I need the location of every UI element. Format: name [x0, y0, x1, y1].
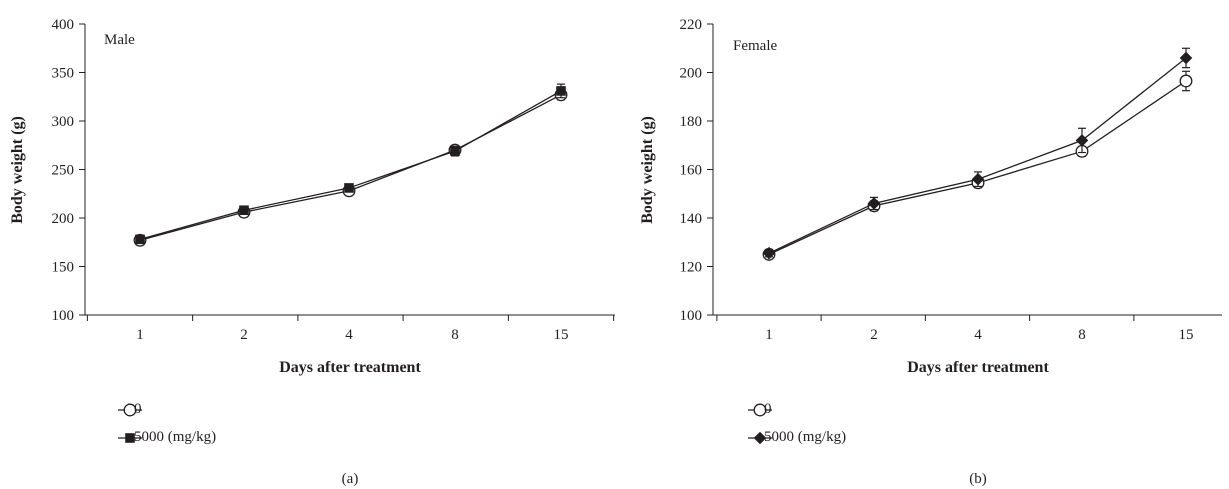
panel-label: Female — [733, 38, 777, 54]
y-tick-label: 200 — [52, 211, 75, 227]
data-point — [344, 183, 354, 193]
series-line — [768, 57, 1187, 254]
data-point — [556, 86, 566, 96]
data-point — [135, 234, 145, 245]
data-point — [1179, 74, 1193, 88]
y-tick-label: 250 — [52, 163, 75, 179]
x-tick-label: 1 — [765, 327, 773, 343]
data-point — [1075, 134, 1089, 147]
data-point — [753, 403, 767, 417]
series-line — [139, 90, 562, 240]
legend: 0 5000 (mg/kg) — [118, 401, 216, 445]
chart-panel-male: Male Days after treatment Body weight (g… — [9, 17, 615, 487]
legend-symbol-circle-open — [118, 403, 142, 417]
x-tick-label: 8 — [451, 327, 459, 343]
x-axis-title: Days after treatment — [279, 359, 421, 376]
legend: 0 5000 (mg/kg) — [748, 401, 846, 445]
panel-caption: (a) — [342, 471, 359, 487]
x-tick-label: 4 — [974, 327, 982, 343]
chart-panel-female: Female Days after treatment Body weight … — [639, 17, 1222, 487]
y-tick-label: 200 — [680, 66, 703, 82]
y-tick-label: 300 — [52, 114, 75, 130]
series-0 — [762, 70, 1193, 261]
x-tick-label: 4 — [345, 327, 353, 343]
y-axis-title: Body weight (g) — [9, 116, 26, 224]
x-tick-label: 15 — [554, 327, 569, 343]
y-tick-label: 120 — [680, 260, 703, 276]
x-tick-label: 2 — [870, 327, 878, 343]
legend-item-series-1: 5000 (mg/kg) — [118, 429, 216, 445]
y-tick-label: 140 — [680, 211, 703, 227]
data-point — [971, 172, 985, 186]
y-tick-label: 160 — [680, 163, 703, 179]
y-tick-label: 100 — [680, 308, 703, 324]
data-point — [125, 433, 135, 443]
data-point — [239, 205, 249, 216]
data-point — [867, 197, 881, 210]
data-point — [123, 403, 137, 417]
y-axis-title: Body weight (g) — [639, 116, 656, 224]
y-tick-label: 220 — [680, 17, 703, 33]
legend-item-series-0: 0 — [748, 401, 772, 417]
y-tick-label: 180 — [680, 114, 703, 130]
legend-item-series-1: 5000 (mg/kg) — [748, 429, 846, 445]
x-tick-label: 2 — [240, 327, 248, 343]
legend-symbol-square-filled — [118, 433, 142, 443]
x-tick-label: 1 — [136, 327, 144, 343]
series-1 — [762, 47, 1193, 260]
data-point — [762, 246, 776, 260]
y-tick-label: 150 — [52, 260, 75, 276]
legend-label: 5000 (mg/kg) — [764, 429, 846, 445]
series-1 — [135, 83, 566, 245]
legend-item-series-0: 0 — [118, 401, 142, 417]
y-tick-label: 350 — [52, 66, 75, 82]
legend-symbol-diamond-filled — [748, 431, 772, 445]
legend-label: 0 — [134, 401, 142, 417]
panel-label: Male — [104, 32, 135, 48]
x-axis-title: Days after treatment — [907, 359, 1049, 376]
data-point — [450, 146, 460, 156]
series-line — [139, 94, 562, 241]
data-point — [753, 431, 767, 445]
y-tick-label: 100 — [52, 308, 75, 324]
legend-label: 5000 (mg/kg) — [134, 429, 216, 445]
data-point — [1179, 51, 1193, 65]
legend-symbol-circle-open — [748, 403, 772, 417]
x-tick-label: 15 — [1179, 327, 1194, 343]
panel-caption: (b) — [969, 471, 987, 487]
x-tick-label: 8 — [1078, 327, 1086, 343]
y-tick-label: 400 — [52, 17, 75, 33]
legend-label: 0 — [764, 401, 772, 417]
